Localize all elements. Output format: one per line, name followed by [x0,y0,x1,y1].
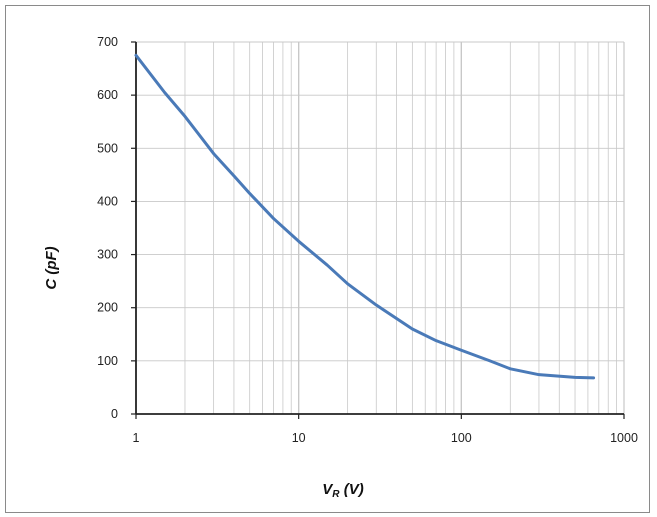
y-tick-label: 200 [97,301,118,315]
x-axis-label-unit: (V) [340,481,364,498]
capacitance-curve [134,53,596,380]
x-tick-label: 1000 [610,431,638,445]
grid [135,41,625,415]
x-tick-labels: 1 10 100 1000 [133,414,638,445]
y-tick-label: 500 [97,141,118,155]
y-tick-label: 700 [97,35,118,49]
y-tick-label: 300 [97,248,118,262]
x-tick-label: 100 [451,431,472,445]
y-axis-label: C (pF) [43,246,60,289]
y-tick-label: 400 [97,194,118,208]
y-tick-label: 600 [97,88,118,102]
chart-frame [5,5,650,513]
x-tick-label: 10 [292,431,306,445]
x-tick-label: 1 [133,431,140,445]
x-axis-label-main: V [322,481,334,498]
y-tick-label: 0 [111,407,118,421]
x-axis-label: VR (V) [322,481,363,500]
axes [135,42,624,415]
y-tick-label: 100 [97,354,118,368]
x-axis-label-sub: R [332,489,340,500]
y-tick-labels: 0 100 200 300 400 500 600 700 [97,35,136,421]
